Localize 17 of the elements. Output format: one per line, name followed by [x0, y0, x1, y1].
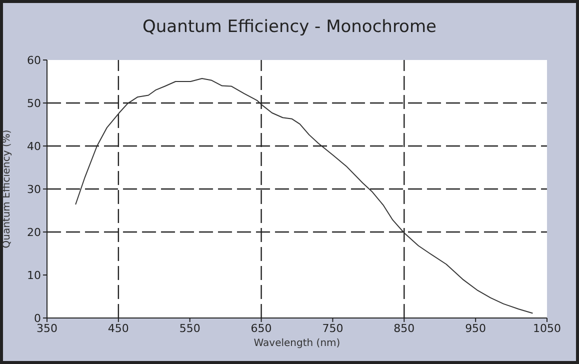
x-tick-label: 550	[179, 322, 200, 335]
x-tick-label: 750	[322, 322, 344, 335]
x-axis-title: Wavelength (nm)	[254, 338, 340, 349]
y-tick-label: 50	[27, 96, 41, 110]
x-tick-label: 850	[394, 322, 415, 335]
x-tick-label: 650	[250, 322, 272, 335]
x-tick-label: 450	[108, 322, 129, 335]
y-tick-label: 10	[27, 268, 41, 282]
y-axis-title: Quantum Efficiency (%)	[2, 130, 13, 248]
y-tick-label: 30	[27, 182, 41, 196]
x-tick-label: 1050	[533, 322, 561, 335]
line-series	[75, 78, 534, 314]
x-tick-label: 950	[465, 322, 486, 335]
y-tick-label: 20	[27, 226, 41, 239]
chart-title: Quantum Efficiency - Monochrome	[142, 17, 438, 37]
y-tick-label: 60	[27, 54, 41, 67]
y-tick-label: 40	[27, 140, 41, 153]
